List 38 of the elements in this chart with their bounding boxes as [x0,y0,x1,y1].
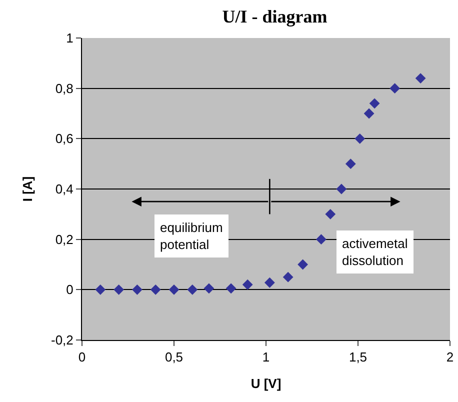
point [132,284,142,295]
point [282,272,294,282]
point [369,98,380,109]
point [226,283,236,294]
x-tick-label: 1,5 [348,350,368,365]
point [298,259,308,270]
point [95,284,106,295]
y-tick-label: 1 [66,30,74,46]
y-tick-label: 0,2 [55,232,74,247]
y-tick-label: -0,2 [50,332,74,348]
point [168,284,180,295]
point [242,279,253,290]
x-tick-label: 1 [262,350,270,365]
point [345,158,356,170]
x-tick-label: 2 [446,350,454,365]
x-tick-label: 0 [78,350,86,365]
annotation: equilibrium potential [160,220,223,252]
y-tick-label: 0,4 [55,182,74,197]
point [264,277,275,288]
point [390,83,400,94]
y-tick-label: 0 [66,282,74,298]
y-tick-label: 0,8 [55,80,74,96]
point [204,283,214,294]
annotation: activemetal dissolution [342,236,408,268]
point [336,184,347,194]
point [364,108,374,119]
point [354,133,366,144]
x-tick-label: 0,5 [164,350,184,365]
point [325,208,336,220]
x-axis-title: U [V] [250,376,282,392]
y-axis-title: I [A] [20,176,35,202]
chart-title: U/I - diagram [222,6,328,27]
point [114,284,124,295]
point [415,73,426,84]
point [187,284,198,295]
y-tick-label: 0,6 [55,131,74,146]
point [150,284,161,295]
point [316,234,326,245]
